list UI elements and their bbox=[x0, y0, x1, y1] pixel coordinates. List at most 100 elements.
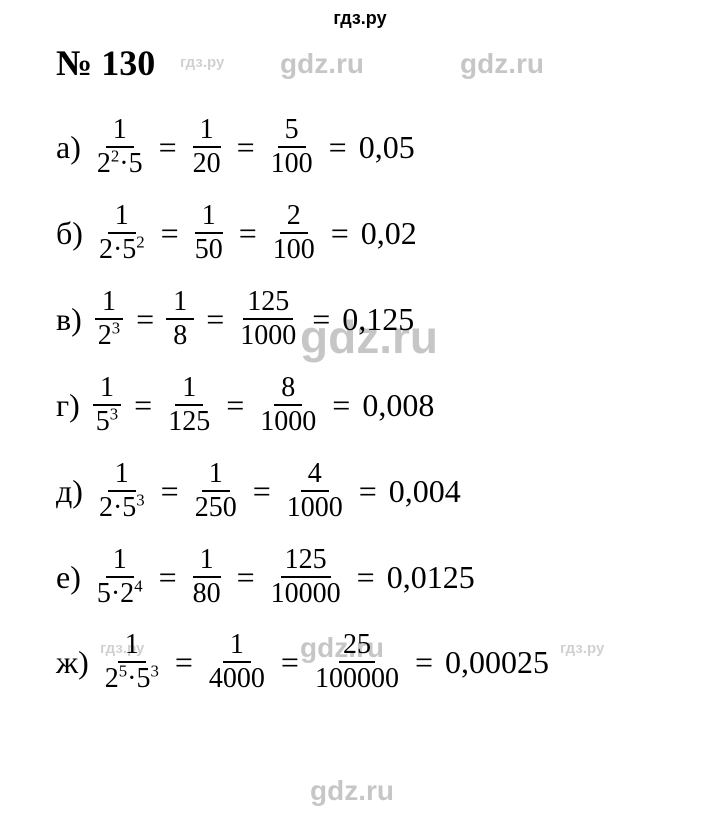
fraction-num: 1 bbox=[195, 202, 223, 234]
equals-sign: = bbox=[359, 475, 377, 507]
equals-sign: = bbox=[253, 475, 271, 507]
equation-row: в) 1 23 = 1 8 = 125 1000 = 0,125 bbox=[56, 276, 549, 362]
fraction: 1 53 bbox=[92, 374, 122, 436]
equation-result: 0,00025 bbox=[445, 646, 549, 678]
watermark-text: гдз.ру bbox=[180, 54, 224, 71]
fraction-den: 1000 bbox=[283, 492, 347, 522]
equation-result: 0,008 bbox=[362, 389, 434, 421]
equals-sign: = bbox=[175, 646, 193, 678]
fraction: 1 80 bbox=[189, 546, 225, 608]
equals-sign: = bbox=[331, 217, 349, 249]
fraction: 1 2·53 bbox=[95, 460, 149, 522]
fraction-den: 80 bbox=[189, 578, 225, 608]
equation-row: е) 1 5·24 = 1 80 = 125 10000 = 0,0125 bbox=[56, 534, 549, 620]
equals-sign: = bbox=[239, 217, 257, 249]
site-label-top: гдз.ру bbox=[0, 8, 720, 29]
fraction: 125 10000 bbox=[267, 546, 345, 608]
fraction-num: 1 bbox=[223, 631, 251, 663]
fraction: 125 1000 bbox=[236, 288, 300, 350]
fraction-den: 50 bbox=[191, 234, 227, 264]
page: гдз.ру № 130 а) 1 22·5 = 1 20 = 5 100 = … bbox=[0, 0, 720, 818]
equation-label: д) bbox=[56, 475, 83, 507]
fraction: 4 1000 bbox=[283, 460, 347, 522]
fraction-den: 250 bbox=[191, 492, 241, 522]
fraction: 1 8 bbox=[166, 288, 194, 350]
equation-row: а) 1 22·5 = 1 20 = 5 100 = 0,05 bbox=[56, 104, 549, 190]
fraction-den: 53 bbox=[92, 406, 122, 436]
equals-sign: = bbox=[134, 389, 152, 421]
fraction-num: 1 bbox=[202, 460, 230, 492]
fraction-den: 25·53 bbox=[101, 663, 163, 693]
fraction-num: 25 bbox=[339, 631, 375, 663]
fraction-den: 22·5 bbox=[93, 148, 147, 178]
equation-row: д) 1 2·53 = 1 250 = 4 1000 = 0,004 bbox=[56, 448, 549, 534]
equation-result: 0,004 bbox=[389, 475, 461, 507]
equation-result: 0,02 bbox=[361, 217, 417, 249]
equation-row: г) 1 53 = 1 125 = 8 1000 = 0,008 bbox=[56, 362, 549, 448]
fraction-num: 1 bbox=[166, 288, 194, 320]
fraction-num: 125 bbox=[281, 546, 331, 578]
fraction: 1 5·24 bbox=[93, 546, 147, 608]
fraction-den: 23 bbox=[94, 320, 124, 350]
fraction-den: 125 bbox=[164, 406, 214, 436]
watermark-text: гдз.ру bbox=[560, 640, 604, 657]
equation-row: ж) 1 25·53 = 1 4000 = 25 100000 = 0,0002… bbox=[56, 620, 549, 704]
fraction-den: 100000 bbox=[311, 663, 403, 693]
fraction-num: 125 bbox=[243, 288, 293, 320]
equals-sign: = bbox=[136, 303, 154, 335]
fraction-den: 100 bbox=[267, 148, 317, 178]
fraction: 1 2·52 bbox=[95, 202, 149, 264]
fraction: 5 100 bbox=[267, 116, 317, 178]
fraction: 1 4000 bbox=[205, 631, 269, 693]
fraction-num: 1 bbox=[175, 374, 203, 406]
fraction-den: 2·53 bbox=[95, 492, 149, 522]
equation-result: 0,05 bbox=[359, 131, 415, 163]
equation-label: в) bbox=[56, 303, 82, 335]
fraction-den: 5·24 bbox=[93, 578, 147, 608]
fraction-den: 1000 bbox=[256, 406, 320, 436]
equation-label: ж) bbox=[56, 646, 89, 678]
fraction: 1 50 bbox=[191, 202, 227, 264]
fraction: 1 20 bbox=[189, 116, 225, 178]
fraction-num: 2 bbox=[280, 202, 308, 234]
problem-prefix: № bbox=[56, 43, 92, 83]
fraction-num: 1 bbox=[106, 546, 134, 578]
fraction-den: 20 bbox=[189, 148, 225, 178]
equals-sign: = bbox=[159, 131, 177, 163]
fraction-den: 1000 bbox=[236, 320, 300, 350]
fraction-num: 1 bbox=[118, 631, 146, 663]
equals-sign: = bbox=[415, 646, 433, 678]
watermark-text: gdz.ru bbox=[280, 48, 364, 80]
fraction: 25 100000 bbox=[311, 631, 403, 693]
equation-label: а) bbox=[56, 131, 81, 163]
equation-result: 0,0125 bbox=[387, 561, 475, 593]
fraction-num: 1 bbox=[108, 460, 136, 492]
fraction-den: 100 bbox=[269, 234, 319, 264]
fraction-num: 1 bbox=[95, 288, 123, 320]
equals-sign: = bbox=[332, 389, 350, 421]
fraction: 1 125 bbox=[164, 374, 214, 436]
fraction-num: 1 bbox=[193, 116, 221, 148]
equals-sign: = bbox=[206, 303, 224, 335]
equals-sign: = bbox=[237, 561, 255, 593]
fraction-num: 1 bbox=[193, 546, 221, 578]
equals-sign: = bbox=[357, 561, 375, 593]
equation-label: е) bbox=[56, 561, 81, 593]
fraction: 1 25·53 bbox=[101, 631, 163, 693]
fraction: 8 1000 bbox=[256, 374, 320, 436]
problem-number-value: 130 bbox=[101, 43, 155, 83]
fraction-num: 1 bbox=[108, 202, 136, 234]
fraction: 1 250 bbox=[191, 460, 241, 522]
equals-sign: = bbox=[159, 561, 177, 593]
equation-label: б) bbox=[56, 217, 83, 249]
fraction-den: 8 bbox=[169, 320, 191, 350]
equals-sign: = bbox=[329, 131, 347, 163]
watermark-text: gdz.ru bbox=[310, 775, 394, 807]
fraction-num: 4 bbox=[301, 460, 329, 492]
fraction-den: 10000 bbox=[267, 578, 345, 608]
watermark-text: gdz.ru bbox=[460, 48, 544, 80]
fraction-num: 8 bbox=[274, 374, 302, 406]
fraction: 2 100 bbox=[269, 202, 319, 264]
fraction: 1 22·5 bbox=[93, 116, 147, 178]
fraction-den: 4000 bbox=[205, 663, 269, 693]
